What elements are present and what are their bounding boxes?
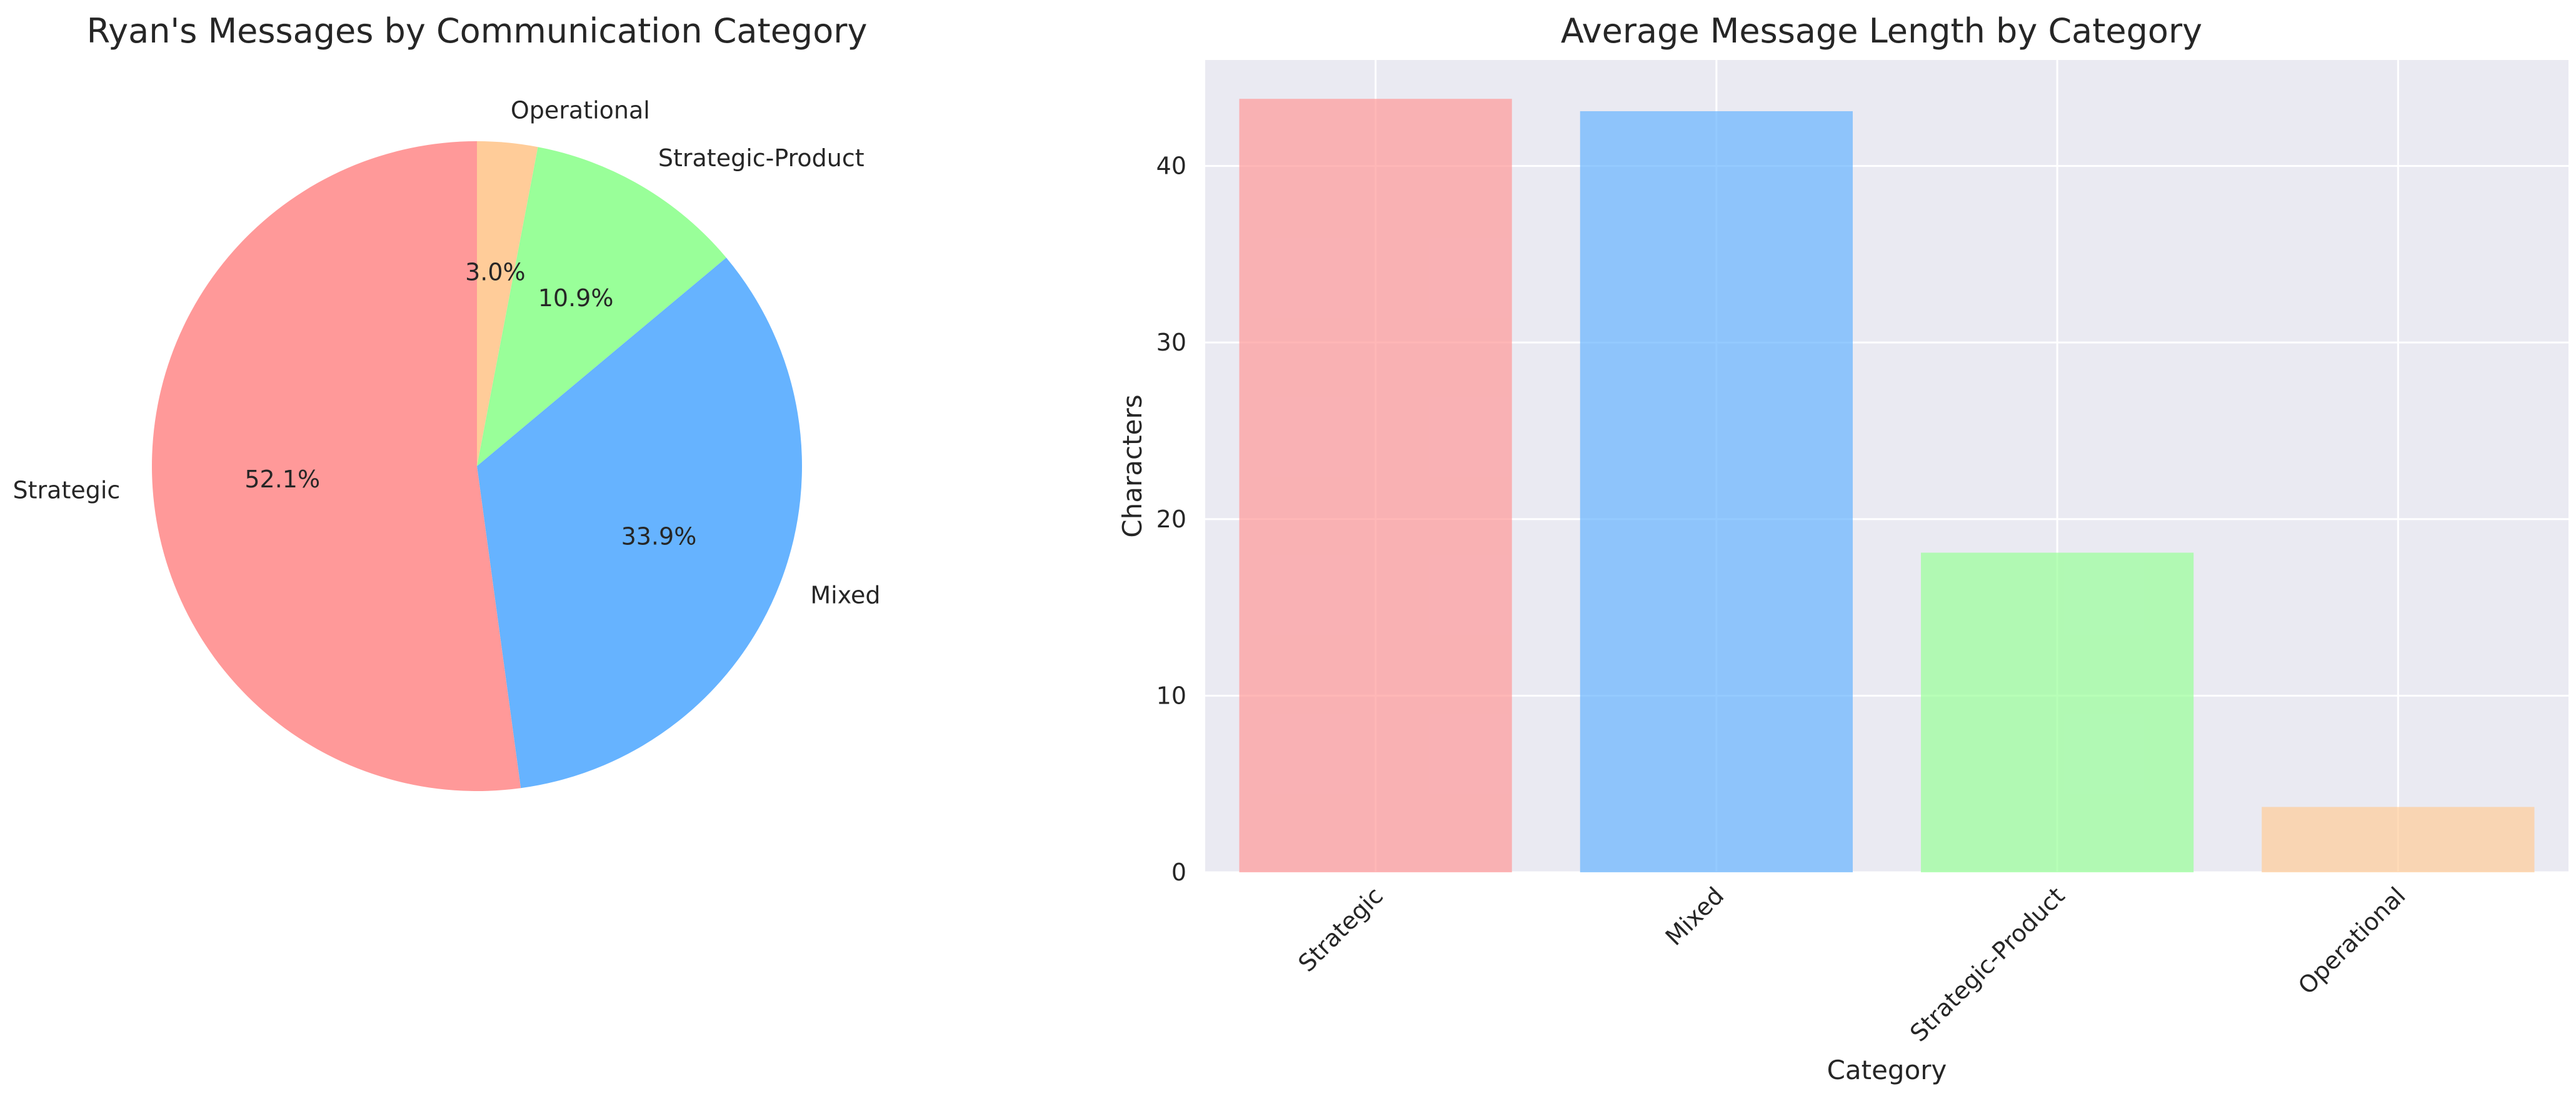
bar-chart-title: Average Message Length by Category — [1561, 11, 2202, 51]
y-tick-label: 20 — [1156, 506, 1186, 533]
pie-chart-panel: Ryan's Messages by Communication Categor… — [13, 11, 881, 791]
bar-operational — [2262, 807, 2535, 872]
y-axis-label: Characters — [1117, 394, 1148, 537]
pie-percent-mixed: 33.9% — [621, 523, 697, 551]
bar-chart-panel: Average Message Length by Category 0 10 20… — [1117, 11, 2568, 1085]
pie-label-strategic: Strategic — [13, 477, 121, 504]
pie-chart-title: Ryan's Messages by Communication Categor… — [87, 11, 868, 51]
y-tick-label: 40 — [1156, 152, 1186, 180]
pie-labels: Operational 3.0% Strategic-Product 10.9% Mix… — [13, 97, 881, 609]
pie-slice-mixed — [477, 257, 802, 789]
pie-label-strategic-product: Strategic-Product — [658, 144, 865, 172]
y-tick-label: 10 — [1156, 682, 1186, 709]
y-tick-labels: 0 10 20 30 40 — [1156, 152, 1186, 886]
pie-label-operational: Operational — [511, 97, 650, 124]
pie-label-mixed: Mixed — [810, 582, 880, 609]
pie-slice-strategic-product — [477, 147, 726, 467]
x-axis-label: Category — [1827, 1055, 1947, 1085]
bars — [1239, 99, 2535, 872]
y-tick-label: 0 — [1171, 859, 1186, 886]
y-tick-label: 30 — [1156, 329, 1186, 356]
pie-slice-strategic — [151, 141, 521, 791]
pie-percent-operational: 3.0% — [465, 258, 526, 286]
pie-slices — [151, 141, 802, 791]
pie-slice-operational — [477, 141, 538, 466]
bar-strategic-product — [1921, 552, 2194, 872]
bar-strategic — [1239, 99, 1512, 872]
pie-percent-strategic-product: 10.9% — [538, 284, 614, 312]
bar-mixed — [1580, 111, 1853, 872]
pie-percent-strategic: 52.1% — [244, 466, 320, 493]
